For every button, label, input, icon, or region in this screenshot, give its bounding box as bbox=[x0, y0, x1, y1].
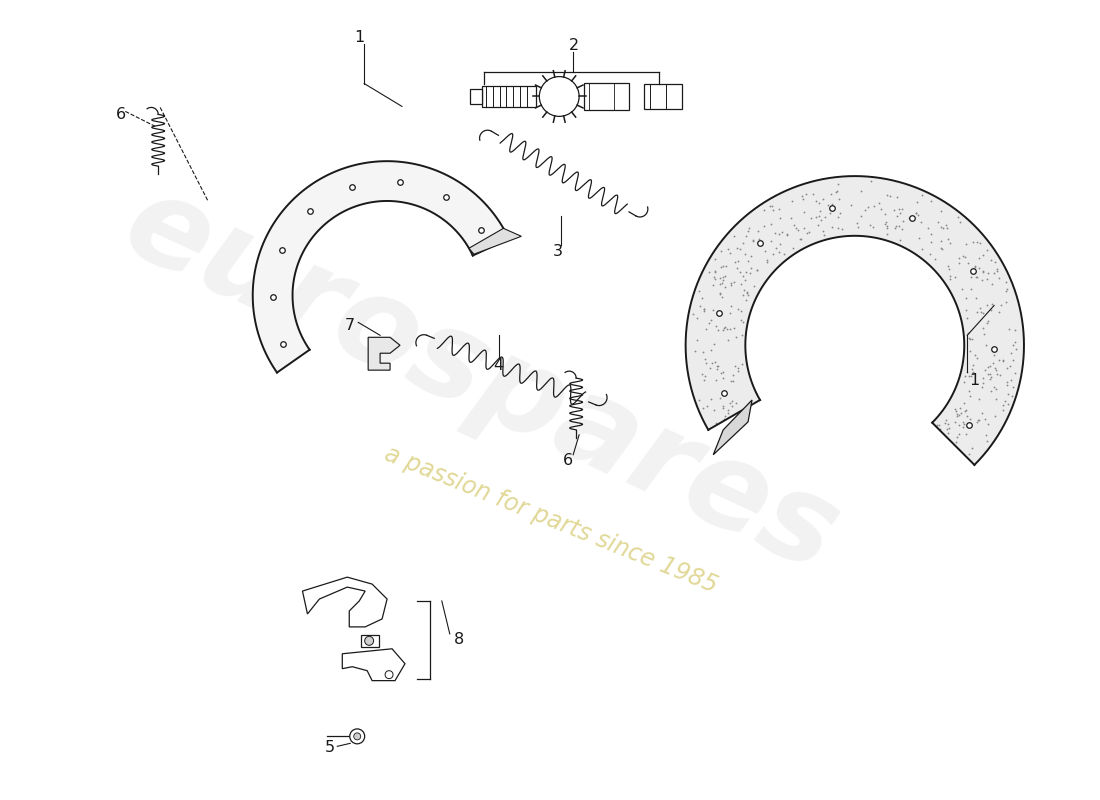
Polygon shape bbox=[469, 228, 521, 254]
Text: 3: 3 bbox=[553, 244, 563, 258]
Polygon shape bbox=[470, 89, 482, 105]
Text: 1: 1 bbox=[969, 373, 979, 388]
Text: 5: 5 bbox=[324, 740, 334, 755]
Polygon shape bbox=[482, 86, 537, 107]
Bar bbox=[361, 635, 379, 646]
Text: 6: 6 bbox=[563, 453, 573, 468]
Circle shape bbox=[350, 729, 365, 744]
Circle shape bbox=[365, 636, 374, 646]
Text: 8: 8 bbox=[453, 632, 464, 647]
Text: a passion for parts since 1985: a passion for parts since 1985 bbox=[382, 442, 722, 598]
Text: 7: 7 bbox=[344, 318, 354, 334]
Polygon shape bbox=[584, 82, 629, 110]
Text: 2: 2 bbox=[569, 38, 580, 53]
Polygon shape bbox=[342, 649, 405, 681]
Polygon shape bbox=[685, 176, 1024, 465]
Polygon shape bbox=[368, 338, 400, 370]
Circle shape bbox=[354, 733, 361, 740]
Circle shape bbox=[385, 670, 393, 678]
Circle shape bbox=[539, 77, 579, 116]
Text: 4: 4 bbox=[494, 358, 504, 373]
Text: 6: 6 bbox=[116, 107, 125, 122]
Polygon shape bbox=[713, 400, 752, 454]
Polygon shape bbox=[253, 161, 509, 373]
Polygon shape bbox=[644, 83, 682, 110]
Polygon shape bbox=[302, 577, 387, 627]
Text: eurospares: eurospares bbox=[107, 164, 857, 597]
Text: 1: 1 bbox=[354, 30, 364, 45]
